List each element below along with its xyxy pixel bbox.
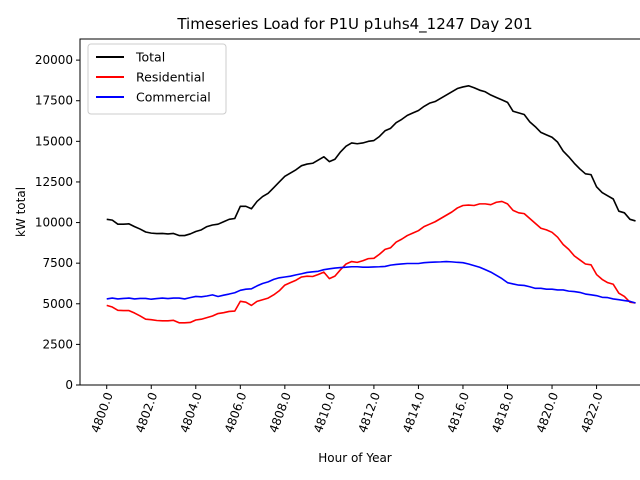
y-tick-label: 17500	[35, 94, 73, 108]
x-tick-label: 4822.0	[578, 390, 606, 434]
x-tick-label: 4810.0	[311, 390, 339, 434]
x-axis-label: Hour of Year	[318, 451, 392, 465]
x-axis: 4800.0 4802.0 4804.0 4806.0 4808.0 4810.0 4812…	[88, 385, 606, 435]
chart-title: Timeseries Load for P1U p1uhs4_1247 Day …	[176, 15, 532, 34]
y-tick-label: 20000	[35, 53, 73, 67]
y-axis-label: kW total	[14, 187, 28, 237]
y-tick-label: 15000	[35, 134, 73, 148]
x-tick-label: 4814.0	[400, 390, 428, 434]
x-tick-label: 4816.0	[445, 390, 473, 434]
x-tick-label: 4818.0	[489, 390, 517, 434]
series-line-residential	[106, 200, 636, 324]
y-tick-label: 5000	[42, 297, 73, 311]
x-tick-label: 4820.0	[534, 390, 562, 434]
plot-area	[106, 84, 636, 324]
series-line-commercial	[106, 260, 636, 304]
legend: Total Residential Commercial	[87, 43, 227, 115]
y-axis: 0 2500 5000 7500 10000 12500 15000 17500 20000	[35, 53, 80, 392]
y-tick-label: 0	[65, 378, 73, 392]
x-tick-label: 4808.0	[266, 390, 294, 434]
series-line-total	[106, 84, 636, 237]
x-tick-label: 4800.0	[88, 390, 116, 434]
y-tick-label: 12500	[35, 175, 73, 189]
x-tick-label: 4806.0	[222, 390, 250, 434]
y-tick-label: 7500	[42, 256, 73, 270]
x-tick-label: 4812.0	[355, 390, 383, 434]
legend-label-total: Total	[135, 50, 165, 65]
y-tick-label: 2500	[42, 337, 73, 351]
legend-label-residential: Residential	[136, 70, 205, 85]
legend-label-commercial: Commercial	[136, 90, 211, 105]
axes-frame	[79, 38, 640, 386]
x-tick-label: 4802.0	[133, 390, 161, 434]
x-tick-label: 4804.0	[177, 390, 205, 434]
y-tick-label: 10000	[35, 216, 73, 230]
